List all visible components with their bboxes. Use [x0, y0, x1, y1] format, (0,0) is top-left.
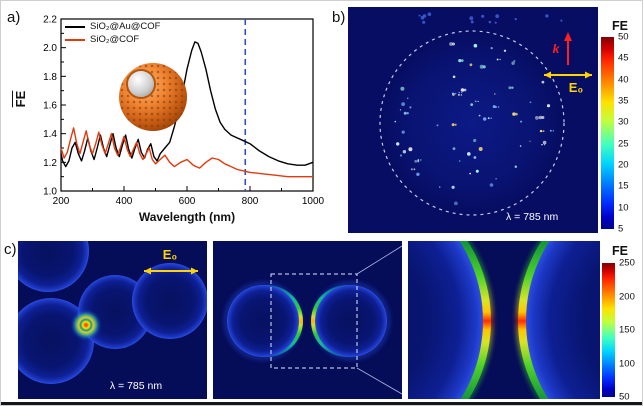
chart-legend: SiO₂@Au@COF SiO₂@COF	[65, 21, 161, 47]
e-field-label: E₀	[569, 80, 584, 95]
sphere-body-glow	[382, 33, 562, 213]
colorbar-b: 50 45 40 35 30 25 20 15 10 5	[601, 32, 642, 235]
panel-c-label: c)	[4, 241, 17, 258]
panel-b-label: b)	[332, 9, 346, 26]
chart-y-axis-label: FE	[13, 90, 28, 108]
figure-bottom-rule	[1, 402, 642, 405]
simulation-b-image: k E₀ λ = 785 nm	[348, 7, 598, 233]
series-line-0	[60, 41, 314, 168]
axis-tick-label: 1.4	[43, 129, 57, 140]
legend-label: SiO₂@COF	[90, 34, 140, 45]
colorbar-c: 250 200 150 100 50	[602, 258, 642, 403]
legend-item: SiO₂@COF	[65, 34, 161, 46]
simulation-c1-image: E₀ λ = 785 nm	[18, 241, 207, 399]
colorbar-tick: 50	[619, 391, 630, 403]
simulation-c3-image	[408, 241, 600, 399]
colorbar-tick: 150	[619, 324, 635, 336]
axis-tick-label: 2.0	[43, 43, 57, 54]
axis-tick-label: 1000	[302, 196, 324, 207]
axis-tick-label: 1.8	[43, 72, 57, 83]
e-field-arrow	[144, 267, 198, 275]
silica-core	[128, 71, 154, 97]
colorbar-tick: 50	[618, 31, 629, 43]
axis-tick-label: 600	[179, 196, 196, 207]
axis-tick-label: 1.6	[43, 101, 57, 112]
nanoparticle-hotspot-dots	[394, 12, 563, 206]
colorbar-title: FE	[612, 19, 628, 33]
axis-tick-label: 1.0	[43, 187, 57, 198]
e-field-arrow	[544, 71, 592, 79]
colorbar-tick: 250	[619, 257, 635, 269]
fe-spectrum-chart: 200 400 600 800 1000 1.0 1.2 1.4 1.6 1.8 2.0 2.2	[43, 15, 324, 208]
colorbar-tick: 40	[618, 74, 629, 86]
colorbar-tick: 200	[619, 291, 635, 302]
simulation-c2-image	[213, 241, 402, 399]
axis-tick-label: 200	[53, 196, 70, 207]
colorbar-tick: 5	[618, 223, 624, 235]
panel-a-label: a)	[7, 9, 21, 26]
zoom-guide-line	[356, 367, 402, 395]
axis-tick-label: 2.2	[43, 15, 57, 26]
zoom-guide-line	[356, 245, 402, 275]
colorbar-tick: 45	[618, 52, 629, 64]
colorbar-tick: 15	[618, 180, 629, 192]
wavevector-arrow	[564, 32, 572, 65]
wavelength-annotation: λ = 785 nm	[506, 211, 558, 223]
legend-item: SiO₂@Au@COF	[65, 21, 161, 33]
colorbar-title: FE	[612, 244, 628, 258]
colorbar-tick: 30	[618, 116, 629, 128]
e-field-label: E₀	[163, 247, 178, 262]
zoom-region-rect	[270, 273, 358, 369]
sphere-outline-dashed-circle	[379, 30, 565, 216]
colorbar-tick: 100	[619, 358, 635, 369]
colorbar-tick: 10	[618, 202, 629, 214]
colorbar-gradient	[602, 263, 615, 397]
legend-label: SiO₂@Au@COF	[90, 21, 161, 32]
wavelength-annotation: λ = 785 nm	[110, 380, 162, 392]
legend-swatch	[65, 26, 85, 28]
axis-tick-label: 1.2	[43, 158, 57, 169]
legend-swatch	[65, 39, 85, 41]
colorbar-tick: 35	[618, 95, 629, 107]
series-line-1	[60, 127, 313, 178]
colorbar-gradient	[601, 37, 614, 229]
chart-x-axis-label: Wavelength (nm)	[138, 210, 236, 224]
nanoparticle-inset	[119, 63, 187, 131]
axis-tick-label: 400	[116, 196, 133, 207]
axis-tick-label: 800	[242, 196, 259, 207]
colorbar-tick: 20	[618, 159, 629, 171]
wavevector-label: k	[553, 42, 561, 56]
hotspot-core	[79, 318, 93, 332]
colorbar-tick: 25	[618, 138, 629, 150]
